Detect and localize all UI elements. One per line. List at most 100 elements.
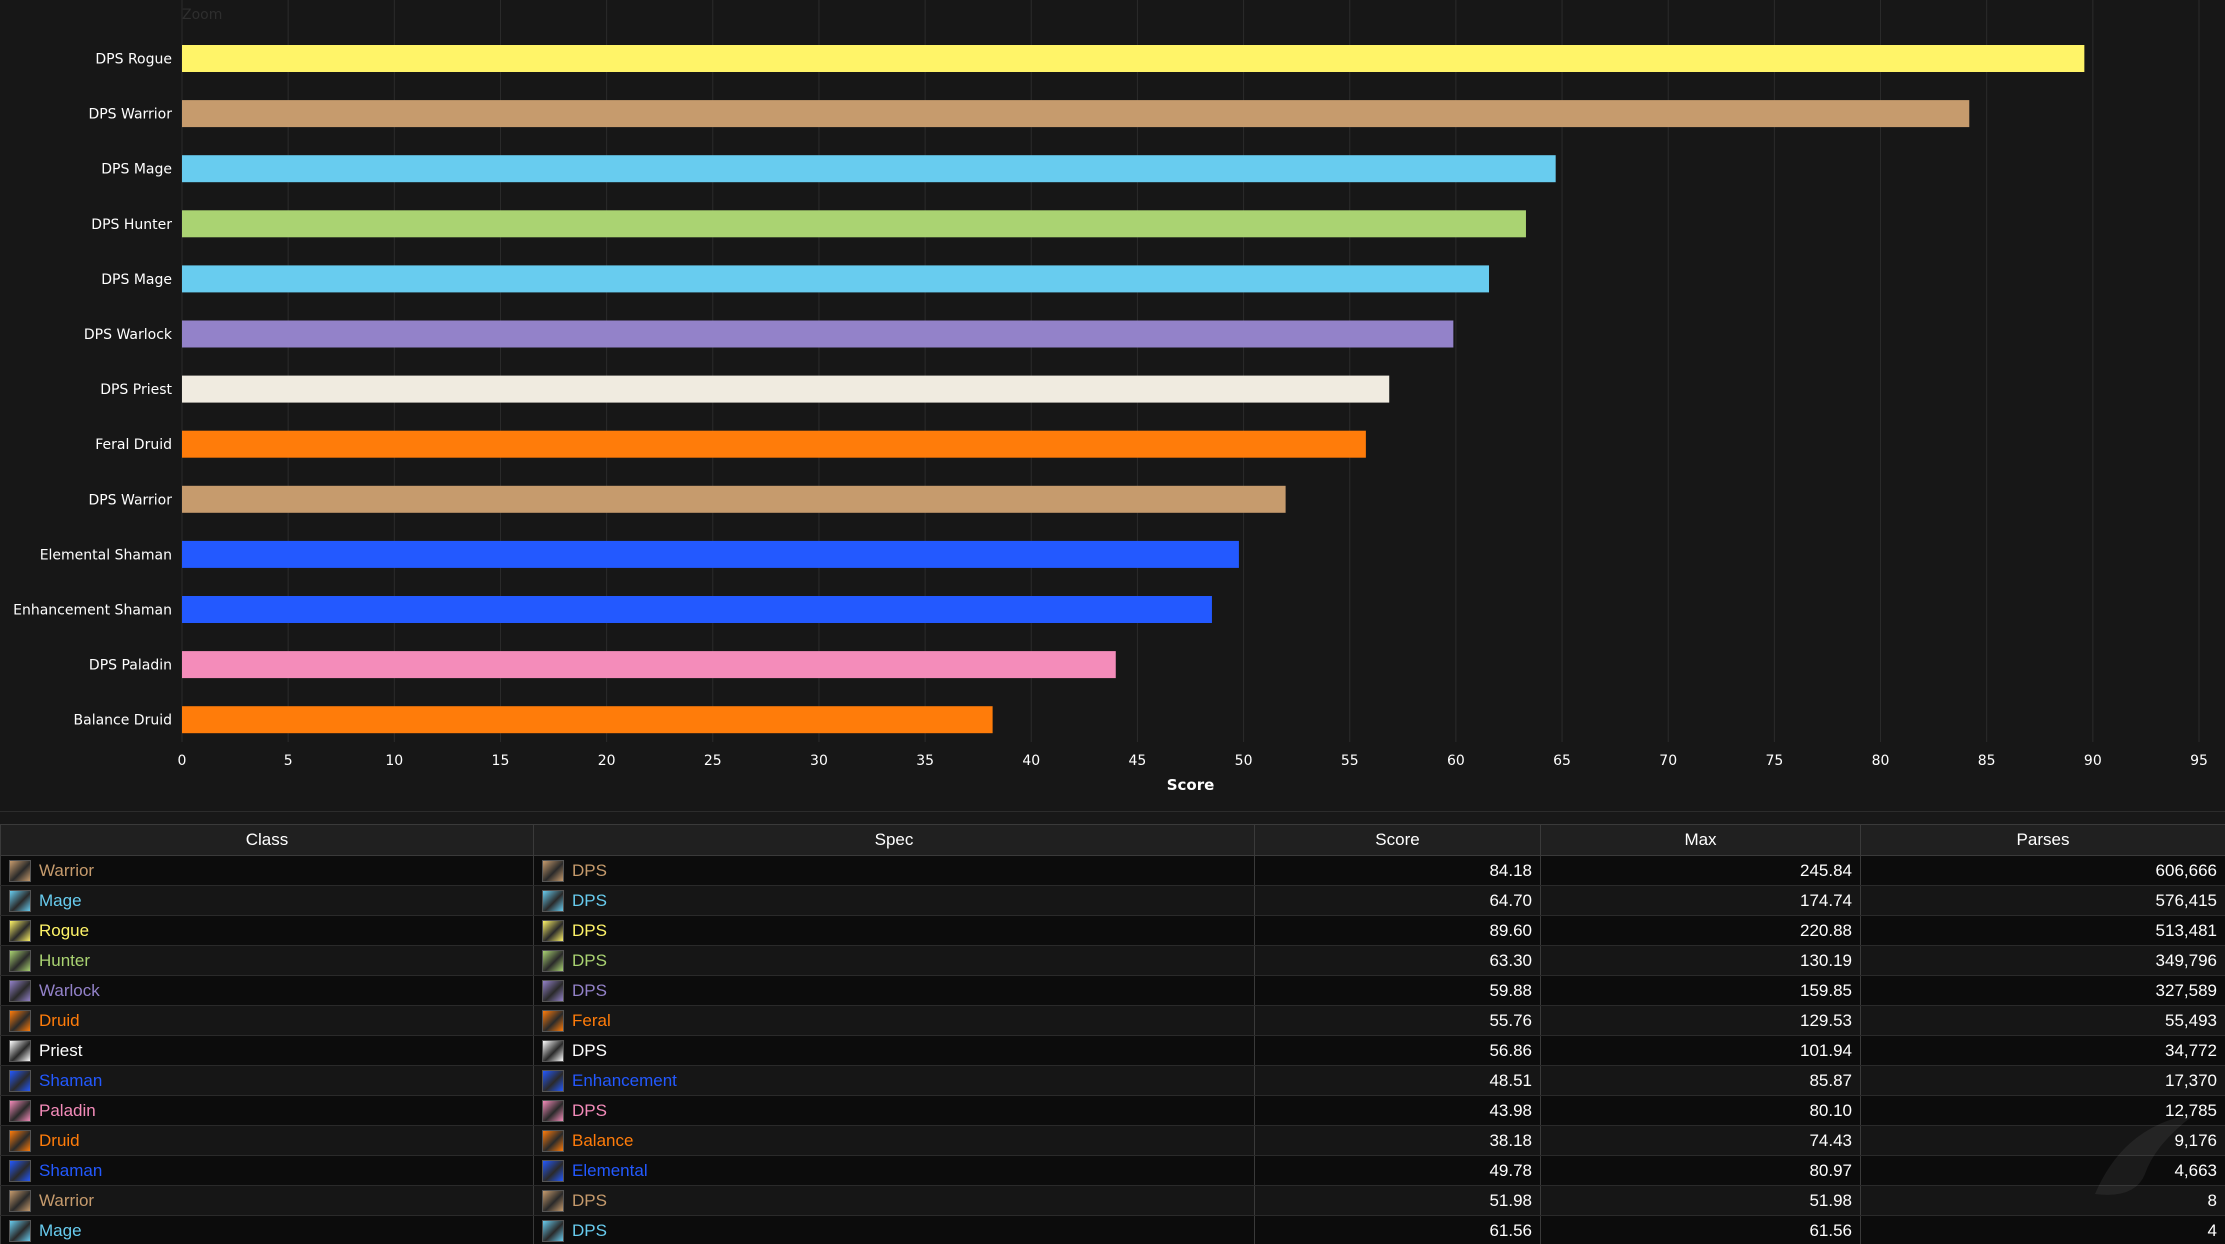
column-header-class[interactable]: Class	[0, 824, 534, 856]
bar-dps-warrior-8[interactable]	[182, 485, 1286, 513]
score-cell: 56.86	[1254, 1035, 1541, 1066]
score-cell: 89.60	[1254, 915, 1541, 946]
bar-balance-druid-12[interactable]	[182, 706, 993, 734]
x-tick-label-25: 25	[704, 753, 722, 769]
class-name[interactable]: Druid	[39, 1130, 80, 1150]
warrior-icon	[9, 1189, 31, 1212]
table-row[interactable]: Shaman Elemental 49.78 80.97 4,663	[0, 1155, 2225, 1186]
spec-name[interactable]: DPS	[572, 1100, 607, 1120]
table-row[interactable]: Priest DPS 56.86 101.94 34,772	[0, 1035, 2225, 1066]
class-name[interactable]: Hunter	[39, 950, 91, 970]
table-row[interactable]: Hunter DPS 63.30 130.19 349,796	[0, 945, 2225, 976]
spec-cell: DPS	[533, 885, 1255, 916]
x-tick-label-0: 0	[178, 753, 187, 769]
category-label-dps-rogue-0: DPS Rogue	[95, 52, 172, 68]
spec-cell: DPS	[533, 1185, 1255, 1216]
spec-cell: Balance	[533, 1125, 1255, 1156]
score-cell: 63.30	[1254, 945, 1541, 976]
parses-cell: 34,772	[1860, 1035, 2225, 1066]
bar-feral-druid-7[interactable]	[182, 430, 1366, 458]
class-name[interactable]: Mage	[39, 1220, 82, 1240]
class-name[interactable]: Mage	[39, 890, 82, 910]
class-name[interactable]: Shaman	[39, 1070, 103, 1090]
spec-name[interactable]: Balance	[572, 1130, 634, 1150]
spec-name[interactable]: DPS	[572, 950, 607, 970]
table-row[interactable]: Warrior DPS 51.98 51.98 8	[0, 1185, 2225, 1216]
class-cell: Hunter	[0, 945, 534, 976]
bar-dps-warlock-5[interactable]	[182, 320, 1454, 348]
max-cell: 174.74	[1540, 885, 1861, 916]
spec-cell: DPS	[533, 975, 1255, 1006]
column-header-spec[interactable]: Spec	[533, 824, 1255, 856]
shaman-icon	[9, 1069, 31, 1092]
table-row[interactable]: Paladin DPS 43.98 80.10 12,785	[0, 1095, 2225, 1126]
x-tick-label-15: 15	[492, 753, 510, 769]
spec-name[interactable]: DPS	[572, 920, 607, 940]
spec-name[interactable]: DPS	[572, 860, 607, 880]
bar-dps-hunter-3[interactable]	[182, 210, 1526, 238]
spec-name[interactable]: DPS	[572, 1190, 607, 1210]
rankings-table-container: Class Spec Score Max Parses Warrior DPS 84…	[0, 824, 2225, 1244]
spec-cell: Feral	[533, 1005, 1255, 1036]
bar-elemental-shaman-9[interactable]	[182, 540, 1239, 568]
warrior-icon	[9, 859, 31, 882]
class-name[interactable]: Warlock	[39, 980, 100, 1000]
class-name[interactable]: Warrior	[39, 1190, 95, 1210]
table-row[interactable]: Druid Balance 38.18 74.43 9,176	[0, 1125, 2225, 1156]
max-cell: 61.56	[1540, 1215, 1861, 1244]
table-row[interactable]: Druid Feral 55.76 129.53 55,493	[0, 1005, 2225, 1036]
table-row[interactable]: Shaman Enhancement 48.51 85.87 17,370	[0, 1065, 2225, 1096]
zoom-label[interactable]: Zoom	[182, 7, 222, 23]
x-tick-label-40: 40	[1022, 753, 1040, 769]
table-row[interactable]: Warlock DPS 59.88 159.85 327,589	[0, 975, 2225, 1006]
class-name[interactable]: Rogue	[39, 920, 90, 940]
class-name[interactable]: Shaman	[39, 1160, 103, 1180]
spec-name[interactable]: DPS	[572, 980, 607, 1000]
combat-icon	[542, 919, 564, 942]
spec-cell: DPS	[533, 1095, 1255, 1126]
bar-dps-paladin-11[interactable]	[182, 651, 1116, 679]
hunter-icon	[9, 949, 31, 972]
category-label-dps-warrior-8: DPS Warrior	[88, 492, 172, 508]
class-cell: Mage	[0, 1215, 534, 1244]
bar-dps-rogue-0[interactable]	[182, 45, 2085, 72]
spec-name[interactable]: Feral	[572, 1010, 611, 1030]
elemental-icon	[542, 1159, 564, 1182]
bar-enhancement-shaman-10[interactable]	[182, 596, 1212, 623]
max-cell: 80.10	[1540, 1095, 1861, 1126]
category-label-feral-druid-7: Feral Druid	[95, 437, 172, 453]
bar-dps-mage-4[interactable]	[182, 265, 1490, 293]
bar-dps-priest-6[interactable]	[182, 375, 1390, 403]
spec-name[interactable]: DPS	[572, 1040, 607, 1060]
site-logo-watermark-icon	[2095, 1114, 2195, 1195]
max-cell: 129.53	[1540, 1005, 1861, 1036]
spec-name[interactable]: DPS	[572, 890, 607, 910]
column-header-score[interactable]: Score	[1254, 824, 1541, 856]
table-row[interactable]: Warrior DPS 84.18 245.84 606,666	[0, 855, 2225, 886]
spec-name[interactable]: DPS	[572, 1220, 607, 1240]
x-tick-label-60: 60	[1447, 753, 1465, 769]
class-name[interactable]: Priest	[39, 1040, 83, 1060]
spec-cell: DPS	[533, 945, 1255, 976]
bar-dps-warrior-1[interactable]	[182, 100, 1970, 128]
class-name[interactable]: Druid	[39, 1010, 80, 1030]
score-cell: 84.18	[1254, 855, 1541, 886]
x-tick-label-80: 80	[1872, 753, 1890, 769]
category-label-dps-hunter-3: DPS Hunter	[91, 217, 172, 233]
x-tick-label-5: 5	[284, 753, 293, 769]
table-row[interactable]: Mage DPS 64.70 174.74 576,415	[0, 885, 2225, 916]
max-cell: 130.19	[1540, 945, 1861, 976]
table-row[interactable]: Mage DPS 61.56 61.56 4	[0, 1215, 2225, 1244]
class-name[interactable]: Warrior	[39, 860, 95, 880]
bar-dps-mage-2[interactable]	[182, 155, 1556, 183]
class-name[interactable]: Paladin	[39, 1100, 96, 1120]
spec-name[interactable]: Elemental	[572, 1160, 648, 1180]
spec-name[interactable]: Enhancement	[572, 1070, 677, 1090]
score-cell: 38.18	[1254, 1125, 1541, 1156]
enhancement-icon	[542, 1069, 564, 1092]
max-cell: 74.43	[1540, 1125, 1861, 1156]
column-header-parses[interactable]: Parses	[1860, 824, 2225, 856]
marksman-icon	[542, 949, 564, 972]
column-header-max[interactable]: Max	[1540, 824, 1861, 856]
table-row[interactable]: Rogue DPS 89.60 220.88 513,481	[0, 915, 2225, 946]
